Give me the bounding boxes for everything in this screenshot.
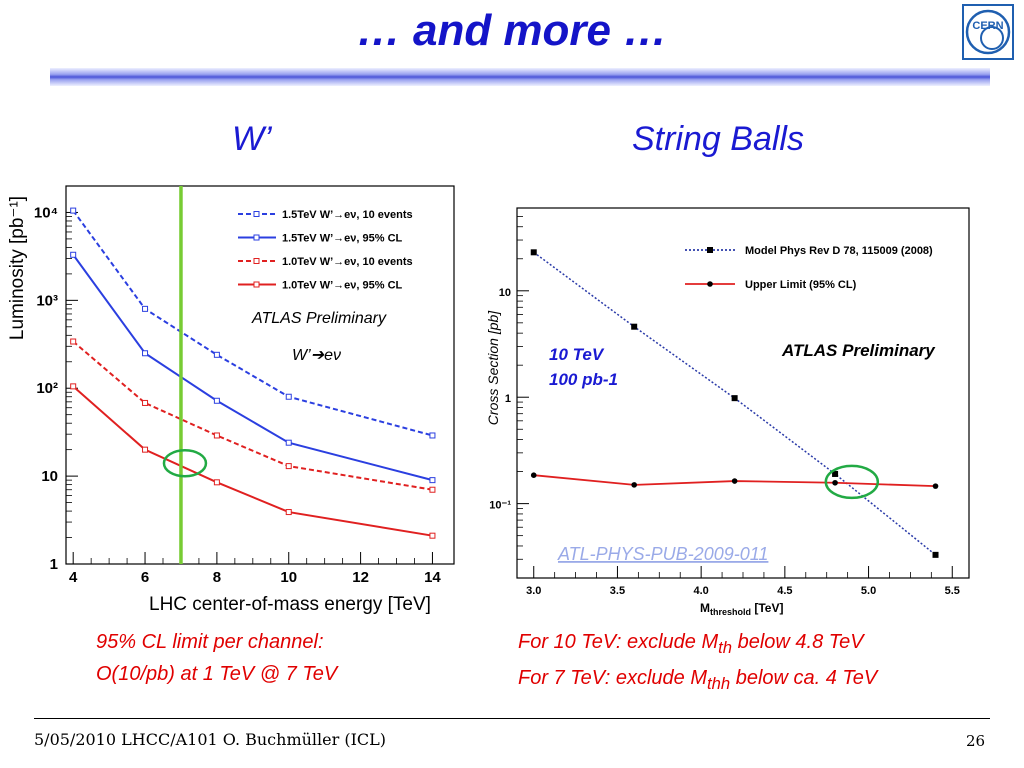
- x-tick-label: 6: [141, 569, 149, 586]
- title-underline-bar: [50, 68, 990, 86]
- x-tick-label: 4.0: [693, 585, 708, 597]
- legend-marker: [253, 234, 260, 241]
- series-line: [72, 340, 433, 491]
- cross-section-x-axis-label: Mthreshold [TeV]: [700, 601, 783, 617]
- footer-text: 5/05/2010 LHCC/A101 O. Buchmüller (ICL): [34, 730, 387, 749]
- left-panel-note: 95% CL limit per channel: O(10/pb) at 1 …: [96, 626, 337, 690]
- reference-link[interactable]: ATL-PHYS-PUB-2009-011: [557, 544, 768, 564]
- right-note-line: For 7 TeV: exclude Mthh below ca. 4 TeV: [518, 667, 878, 693]
- cross-section-chart: 3.0 3.5 4.0 4.5 5.0 5.5 10⁻¹ 1 10 Model Phys Rev…: [485, 207, 970, 617]
- cross-section-highlight-ellipse: [824, 464, 880, 500]
- slide-title: … and more …: [356, 6, 668, 55]
- legend-label: Model Phys Rev D 78, 115009 (2008): [745, 245, 933, 257]
- legend-label: 1.5TeV W’→eν, 95% CL: [282, 233, 403, 245]
- y-tick-label: 1: [505, 393, 511, 405]
- data-point: [285, 463, 292, 470]
- data-point: [631, 482, 637, 488]
- legend-marker: [707, 247, 713, 253]
- data-point: [142, 305, 149, 312]
- cross-section-y-axis-label: Cross Section [pb]: [485, 310, 501, 425]
- data-point: [530, 472, 537, 478]
- right-panel-subtitle: String Balls: [632, 120, 804, 158]
- cern-logo-text: CERN: [972, 20, 1003, 32]
- x-tick-label: 4.5: [777, 585, 792, 597]
- x-tick-label: 4: [69, 569, 78, 586]
- footer-divider: [34, 718, 990, 719]
- data-point: [70, 251, 77, 258]
- legend-marker: [707, 281, 713, 287]
- atlas-preliminary-label: ATLAS Preliminary: [251, 310, 387, 327]
- data-point: [932, 551, 939, 558]
- x-tick-label: 10: [280, 569, 297, 586]
- luminosity-y-axis-label: Luminosity [pb⁻¹]: [7, 196, 28, 340]
- x-tick-label: 3.0: [526, 585, 541, 597]
- atlas-preliminary-label-right: ATLAS Preliminary: [781, 341, 936, 360]
- legend-marker: [253, 211, 260, 217]
- luminosity-highlight-ellipse: [162, 449, 208, 478]
- luminosity-chart: 4 6 8 10 12 14 1 10 10² 10³ 10⁴ 1.5TeV W’→eν, 10 e…: [7, 185, 455, 615]
- legend-marker: [253, 258, 260, 264]
- left-note-line: 95% CL limit per channel:: [96, 631, 324, 653]
- data-point: [213, 351, 220, 358]
- legend-marker: [253, 281, 260, 288]
- data-point: [631, 323, 638, 330]
- data-point: [832, 470, 839, 477]
- decay-channel-label: W’➔eν: [292, 347, 341, 364]
- luminosity-x-axis-label: LHC center-of-mass energy [TeV]: [149, 594, 431, 615]
- x-tick-label: 5.0: [861, 585, 876, 597]
- legend-label: Upper Limit (95% CL): [745, 279, 857, 291]
- y-tick-label: 10²: [36, 380, 58, 397]
- data-point: [285, 439, 292, 446]
- x-tick-label: 8: [213, 569, 221, 586]
- x-tick-label: 14: [424, 569, 441, 586]
- y-tick-label: 10⁻¹: [489, 500, 511, 512]
- data-point: [429, 477, 436, 484]
- cross-section-plot-frame: [516, 207, 970, 579]
- data-point: [70, 207, 77, 214]
- right-note-line: For 10 TeV: exclude Mth below 4.8 TeV: [518, 631, 864, 657]
- data-point: [142, 350, 149, 357]
- data-point: [142, 446, 149, 453]
- data-point: [70, 338, 77, 345]
- data-point: [731, 395, 738, 402]
- x-tick-label: 5.5: [945, 585, 960, 597]
- data-point: [70, 383, 77, 390]
- data-point: [142, 399, 149, 406]
- legend-label: 1.5TeV W’→eν, 10 events: [282, 209, 413, 221]
- data-point: [932, 483, 939, 489]
- series-line: [72, 210, 433, 437]
- page-number: 26: [966, 732, 986, 750]
- y-tick-label: 1: [50, 556, 58, 573]
- data-point: [429, 432, 436, 439]
- legend-label: 1.0TeV W’→eν, 95% CL: [282, 280, 403, 292]
- data-point: [429, 532, 436, 539]
- x-tick-label: 3.5: [610, 585, 625, 597]
- data-point: [285, 509, 292, 516]
- y-tick-label: 10: [499, 287, 511, 299]
- data-point: [530, 249, 537, 256]
- data-point: [731, 478, 738, 484]
- data-point: [213, 479, 220, 486]
- left-panel-subtitle: W’: [232, 120, 272, 158]
- legend-label: 1.0TeV W’→eν, 10 events: [282, 256, 413, 268]
- cern-logo: CERN: [962, 4, 1014, 60]
- data-point: [429, 486, 436, 493]
- left-note-line: O(10/pb) at 1 TeV @ 7 TeV: [96, 663, 338, 685]
- energy-annotation: 10 TeV: [549, 345, 605, 364]
- lumi-annotation: 100 pb-1: [549, 370, 618, 389]
- data-point: [285, 393, 292, 400]
- data-point: [213, 397, 220, 404]
- y-tick-label: 10³: [36, 292, 58, 309]
- right-panel-note: For 10 TeV: exclude Mth below 4.8 TeV Fo…: [518, 627, 877, 699]
- data-point: [213, 432, 220, 439]
- data-point: [832, 479, 838, 486]
- y-tick-label: 10⁴: [34, 204, 58, 221]
- x-tick-label: 12: [352, 569, 369, 586]
- y-tick-label: 10: [41, 468, 58, 485]
